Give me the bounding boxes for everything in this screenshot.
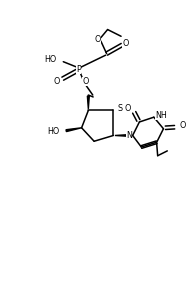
Text: N: N — [126, 131, 132, 140]
Text: O: O — [180, 121, 186, 130]
Text: NH: NH — [155, 111, 166, 120]
Text: O: O — [82, 77, 89, 86]
Polygon shape — [115, 134, 130, 136]
Polygon shape — [66, 128, 82, 132]
Text: HO: HO — [47, 127, 59, 136]
Text: P: P — [76, 65, 81, 73]
Text: O: O — [94, 35, 100, 44]
Polygon shape — [87, 96, 89, 109]
Text: HO: HO — [44, 55, 56, 64]
Text: O: O — [122, 39, 129, 48]
Text: S: S — [118, 104, 123, 113]
Text: O: O — [54, 77, 60, 86]
Text: O: O — [124, 104, 131, 113]
